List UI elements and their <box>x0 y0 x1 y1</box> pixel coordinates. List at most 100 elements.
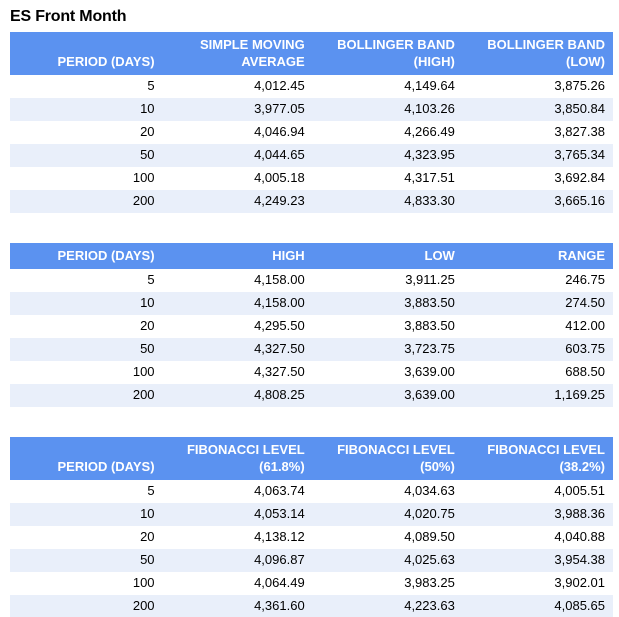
table-row: 5 4,012.45 4,149.64 3,875.26 <box>10 75 613 98</box>
moving-average-bollinger-table: PERIOD (DAYS) SIMPLE MOVING AVERAGE BOLLIN… <box>10 32 613 213</box>
value-cell: 4,053.14 <box>162 503 313 526</box>
value-cell: 4,223.63 <box>312 595 463 617</box>
value-cell: 4,025.63 <box>312 549 463 572</box>
column-header: BOLLINGER BAND (HIGH) <box>312 32 463 75</box>
header-row: PERIOD (DAYS) HIGH LOW RANGE <box>10 243 613 269</box>
value-cell: 274.50 <box>462 292 613 315</box>
table-row: 10 3,977.05 4,103.26 3,850.84 <box>10 98 613 121</box>
period-cell: 5 <box>147 272 155 287</box>
period-cell: 100 <box>132 364 155 379</box>
value-cell: 4,295.50 <box>254 318 305 333</box>
period-cell: 50 <box>10 144 163 167</box>
column-header: FIBONACCI LEVEL (50%) <box>312 437 463 480</box>
value-cell: 3,902.01 <box>554 575 605 590</box>
value-cell: 4,138.12 <box>254 529 305 544</box>
value-cell: 4,158.00 <box>254 272 305 287</box>
column-header: PERIOD (DAYS) <box>10 32 163 75</box>
table-body: 5 4,012.45 4,149.64 3,875.26 10 3,977.05 4,103… <box>10 75 613 213</box>
table-row: 200 4,808.25 3,639.00 1,169.25 <box>10 384 613 407</box>
column-header: PERIOD (DAYS) <box>10 437 163 480</box>
table-body: 5 4,158.00 3,911.25 246.75 10 4,158.00 3,883.5… <box>10 269 613 407</box>
value-cell: 3,692.84 <box>554 170 605 185</box>
value-cell: 1,169.25 <box>462 384 613 407</box>
column-header: FIBONACCI LEVEL (38.2%) <box>462 437 613 480</box>
period-cell: 10 <box>10 503 163 526</box>
value-cell: 4,327.50 <box>162 338 313 361</box>
column-header: PERIOD (DAYS) <box>10 243 163 269</box>
value-cell: 4,085.65 <box>462 595 613 617</box>
period-cell: 50 <box>10 549 163 572</box>
value-cell: 4,040.88 <box>554 529 605 544</box>
period-cell: 10 <box>10 292 163 315</box>
value-cell: 3,988.36 <box>462 503 613 526</box>
header-row: PERIOD (DAYS) SIMPLE MOVING AVERAGE BOLLIN… <box>10 32 613 75</box>
value-cell: 3,911.25 <box>405 272 455 287</box>
value-cell: 4,063.74 <box>254 483 305 498</box>
value-cell: 4,034.63 <box>404 483 455 498</box>
table-row: 10 4,158.00 3,883.50 274.50 <box>10 292 613 315</box>
value-cell: 3,883.50 <box>404 318 455 333</box>
fibonacci-levels-table: PERIOD (DAYS) FIBONACCI LEVEL (61.8%) FIBO… <box>10 437 613 617</box>
page-title: ES Front Month <box>10 8 127 25</box>
value-cell: 688.50 <box>565 364 605 379</box>
column-header: FIBONACCI LEVEL (61.8%) <box>162 437 313 480</box>
value-cell: 4,833.30 <box>312 190 463 213</box>
table-row: 50 4,327.50 3,723.75 603.75 <box>10 338 613 361</box>
value-cell: 3,883.50 <box>312 292 463 315</box>
period-cell: 200 <box>10 190 163 213</box>
period-cell: 100 <box>132 575 155 590</box>
value-cell: 4,012.45 <box>254 78 305 93</box>
period-cell: 50 <box>10 338 163 361</box>
value-cell: 4,089.50 <box>404 529 455 544</box>
value-cell: 4,158.00 <box>162 292 313 315</box>
value-cell: 4,103.26 <box>312 98 463 121</box>
table-row: 50 4,096.87 4,025.63 3,954.38 <box>10 549 613 572</box>
period-cell: 5 <box>147 483 155 498</box>
value-cell: 3,639.00 <box>312 384 463 407</box>
value-cell: 3,827.38 <box>554 124 605 139</box>
period-cell: 20 <box>140 529 155 544</box>
column-header: LOW <box>312 243 463 269</box>
period-cell: 100 <box>132 170 155 185</box>
column-header: SIMPLE MOVING AVERAGE <box>162 32 313 75</box>
table-row: 10 4,053.14 4,020.75 3,988.36 <box>10 503 613 526</box>
table-row: 20 4,295.50 3,883.50 412.00 <box>10 315 613 338</box>
value-cell: 3,665.16 <box>462 190 613 213</box>
period-cell: 20 <box>140 124 155 139</box>
table-header: PERIOD (DAYS) FIBONACCI LEVEL (61.8%) FIBO… <box>10 437 613 480</box>
table-row: 5 4,063.74 4,034.63 4,005.51 <box>10 480 613 503</box>
value-cell: 3,765.34 <box>462 144 613 167</box>
table-row: 50 4,044.65 4,323.95 3,765.34 <box>10 144 613 167</box>
table-row: 100 4,005.18 4,317.51 3,692.84 <box>10 167 613 190</box>
value-cell: 4,327.50 <box>254 364 305 379</box>
table-header: PERIOD (DAYS) SIMPLE MOVING AVERAGE BOLLIN… <box>10 32 613 75</box>
table-row: 100 4,064.49 3,983.25 3,902.01 <box>10 572 613 595</box>
table-row: 100 4,327.50 3,639.00 688.50 <box>10 361 613 384</box>
period-cell: 10 <box>10 98 163 121</box>
value-cell: 246.75 <box>565 272 605 287</box>
value-cell: 3,850.84 <box>462 98 613 121</box>
table-row: 5 4,158.00 3,911.25 246.75 <box>10 269 613 292</box>
period-cell: 200 <box>10 595 163 617</box>
column-header: HIGH <box>162 243 313 269</box>
column-header: BOLLINGER BAND (LOW) <box>462 32 613 75</box>
period-cell: 5 <box>147 78 155 93</box>
table-row: 200 4,249.23 4,833.30 3,665.16 <box>10 190 613 213</box>
value-cell: 3,977.05 <box>162 98 313 121</box>
value-cell: 3,983.25 <box>404 575 455 590</box>
value-cell: 4,317.51 <box>404 170 455 185</box>
value-cell: 603.75 <box>462 338 613 361</box>
value-cell: 4,046.94 <box>254 124 305 139</box>
value-cell: 4,064.49 <box>254 575 305 590</box>
value-cell: 3,954.38 <box>462 549 613 572</box>
period-cell: 200 <box>10 384 163 407</box>
value-cell: 3,875.26 <box>554 78 605 93</box>
column-header: RANGE <box>462 243 613 269</box>
value-cell: 4,005.51 <box>554 483 605 498</box>
value-cell: 4,044.65 <box>162 144 313 167</box>
value-cell: 4,361.60 <box>162 595 313 617</box>
table-row: 20 4,046.94 4,266.49 3,827.38 <box>10 121 613 144</box>
table-row: 200 4,361.60 4,223.63 4,085.65 <box>10 595 613 617</box>
value-cell: 4,005.18 <box>254 170 305 185</box>
